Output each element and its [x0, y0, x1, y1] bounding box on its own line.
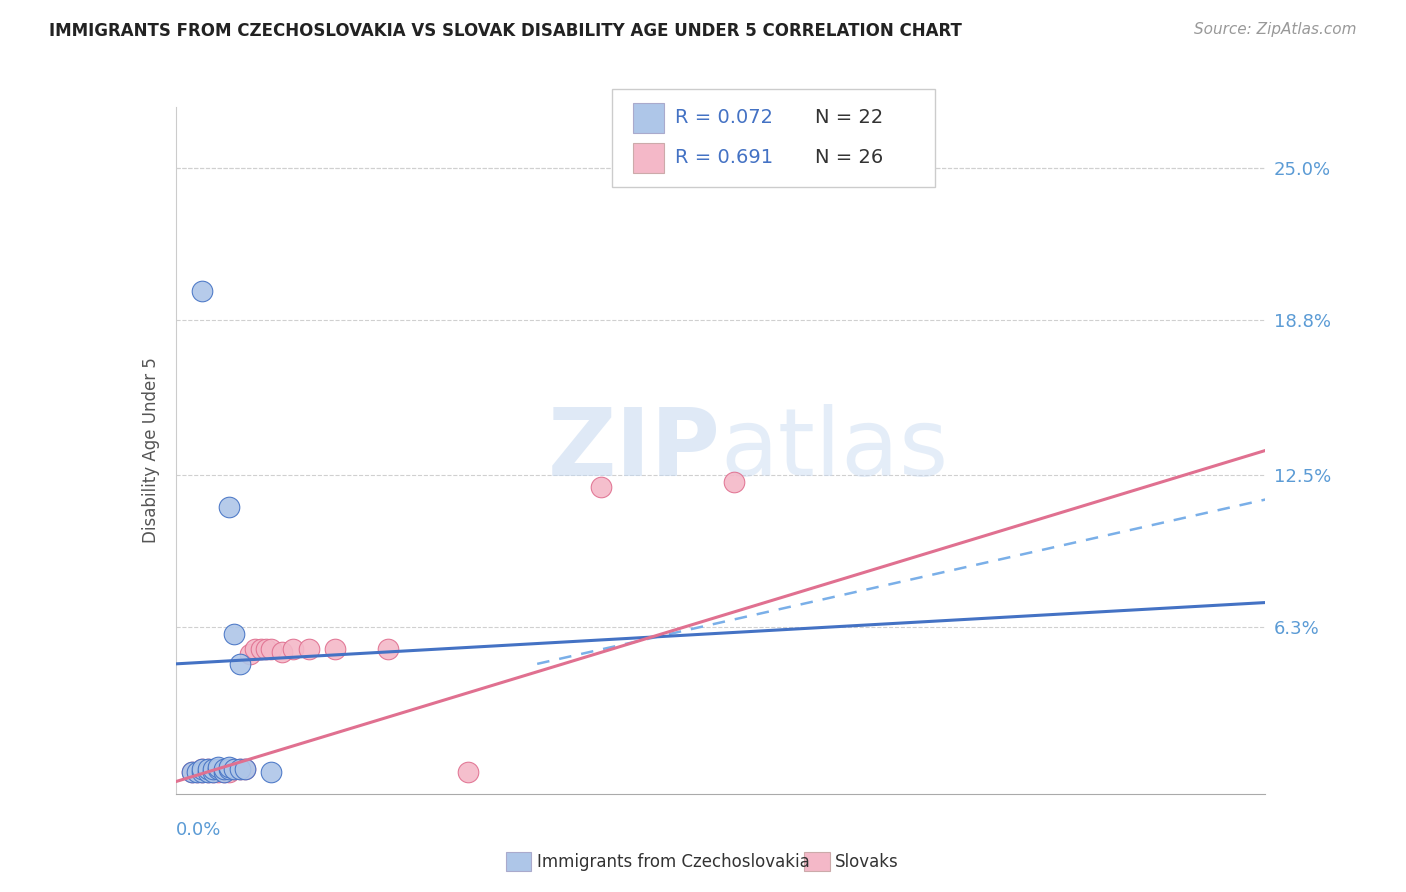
Text: 0.0%: 0.0%: [176, 822, 221, 839]
Point: [186, 764, 208, 779]
Point: [197, 764, 219, 779]
Text: ZIP: ZIP: [548, 404, 721, 497]
Point: [589, 480, 612, 494]
Point: [191, 764, 214, 779]
Point: [224, 762, 246, 776]
Point: [228, 762, 250, 776]
Point: [224, 627, 246, 641]
Point: [218, 762, 240, 776]
Point: [224, 762, 246, 776]
Point: [249, 642, 271, 657]
Point: [233, 762, 256, 776]
Point: [457, 764, 479, 779]
Point: [180, 764, 202, 779]
Text: N = 22: N = 22: [815, 108, 884, 128]
Point: [191, 764, 214, 779]
Point: [201, 764, 224, 779]
Point: [218, 500, 240, 514]
Point: [723, 475, 745, 490]
Point: [207, 762, 229, 776]
Text: Immigrants from Czechoslovakia: Immigrants from Czechoslovakia: [537, 853, 810, 871]
Point: [298, 642, 321, 657]
Point: [212, 764, 235, 779]
Point: [323, 642, 346, 657]
Point: [245, 642, 267, 657]
Point: [228, 657, 250, 671]
Point: [180, 764, 202, 779]
Point: [201, 764, 224, 779]
Point: [197, 762, 219, 776]
Point: [207, 764, 229, 779]
Point: [186, 764, 208, 779]
Point: [218, 760, 240, 774]
Point: [191, 762, 214, 776]
Point: [260, 764, 283, 779]
Point: [197, 764, 219, 779]
Point: [233, 762, 256, 776]
Point: [207, 760, 229, 774]
Text: R = 0.072: R = 0.072: [675, 108, 773, 128]
Point: [191, 762, 214, 776]
Text: N = 26: N = 26: [815, 148, 884, 168]
Point: [281, 642, 304, 657]
Point: [201, 762, 224, 776]
Point: [197, 762, 219, 776]
Point: [260, 642, 283, 657]
Point: [212, 762, 235, 776]
Point: [212, 764, 235, 779]
Point: [218, 764, 240, 779]
Y-axis label: Disability Age Under 5: Disability Age Under 5: [142, 358, 160, 543]
Text: R = 0.691: R = 0.691: [675, 148, 773, 168]
Point: [228, 762, 250, 776]
Point: [377, 642, 399, 657]
Point: [239, 647, 262, 661]
Text: Source: ZipAtlas.com: Source: ZipAtlas.com: [1194, 22, 1357, 37]
Point: [271, 644, 294, 658]
Point: [191, 284, 214, 298]
Text: Slovaks: Slovaks: [835, 853, 898, 871]
Text: atlas: atlas: [721, 404, 949, 497]
Point: [254, 642, 277, 657]
Text: IMMIGRANTS FROM CZECHOSLOVAKIA VS SLOVAK DISABILITY AGE UNDER 5 CORRELATION CHAR: IMMIGRANTS FROM CZECHOSLOVAKIA VS SLOVAK…: [49, 22, 962, 40]
